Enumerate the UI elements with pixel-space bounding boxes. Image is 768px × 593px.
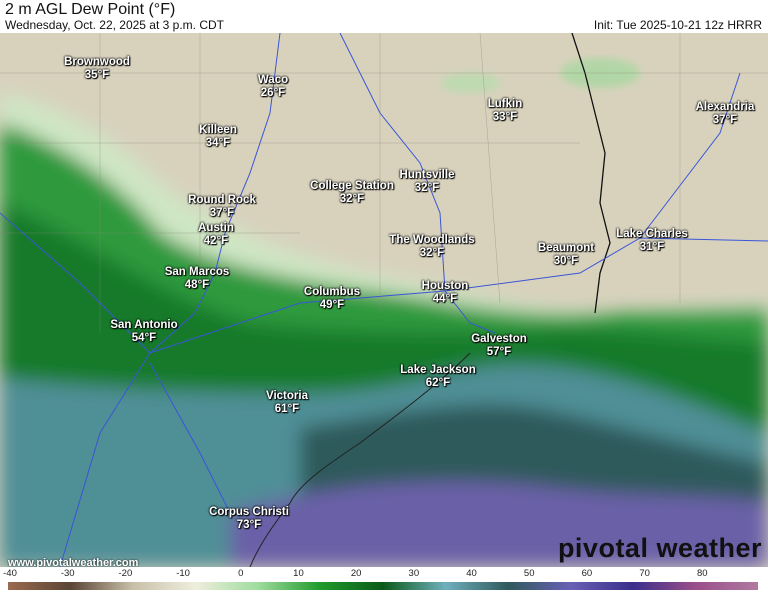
city-label-waco: Waco 26°F xyxy=(257,74,289,99)
city-label-lufkin: Lufkin 33°F xyxy=(487,98,523,123)
colorbar-tick: 40 xyxy=(466,568,477,579)
city-label-huntsville: Huntsville 32°F xyxy=(399,169,455,194)
city-label-victoria: Victoria 61°F xyxy=(266,390,308,415)
colorbar-tick: 50 xyxy=(523,568,535,579)
map-title: 2 m AGL Dew Point (°F) xyxy=(5,1,176,18)
colorbar-tick: 60 xyxy=(581,568,593,579)
city-label-san-antonio: San Antonio 54°F xyxy=(110,319,178,344)
header: 2 m AGL Dew Point (°F) Wednesday, Oct. 2… xyxy=(0,0,768,33)
init-time: Init: Tue 2025-10-21 12z HRRR xyxy=(593,18,762,32)
colorbar-tick: 20 xyxy=(350,568,362,579)
colorbar-tick: 70 xyxy=(639,568,650,579)
city-label-beaumont: Beaumont 30°F xyxy=(537,242,595,267)
colorbar-tick: -20 xyxy=(118,568,133,579)
colorbar-tick: 0 xyxy=(238,568,244,579)
city-label-lake-jackson: Lake Jackson 62°F xyxy=(400,364,476,389)
city-label-lake-charles: Lake Charles 31°F xyxy=(616,228,688,253)
city-label-houston: Houston 44°F xyxy=(421,280,469,305)
colorbar-tick: 30 xyxy=(408,568,420,579)
city-label-san-marcos: San Marcos 48°F xyxy=(164,266,230,291)
city-label-austin: Austin 42°F xyxy=(198,222,234,247)
colorbar: -40 -30 -20 -10 0 10 20 30 40 50 60 70 80 xyxy=(0,567,768,593)
colorbar-tick: 80 xyxy=(697,568,708,579)
pivotal-weather-logo: pivotal weather xyxy=(557,533,762,563)
colorbar-tick: -40 xyxy=(3,568,17,579)
coastline xyxy=(249,352,471,567)
website-url: www.pivotalweather.com xyxy=(8,557,139,569)
colorbar-tick: 10 xyxy=(293,568,304,579)
dew-point-map xyxy=(0,33,768,567)
colorbar-tick: -30 xyxy=(60,568,75,579)
city-label-the-woodlands: The Woodlands 32°F xyxy=(389,234,475,259)
state-border xyxy=(571,33,611,314)
city-label-college-station: College Station 32°F xyxy=(310,180,394,205)
city-label-killeen: Killeen 34°F xyxy=(199,124,237,149)
colorbar-gradient xyxy=(8,582,758,590)
dark-teal-region xyxy=(300,404,768,503)
city-label-brownwood: Brownwood 35°F xyxy=(64,56,130,81)
city-label-round-rock: Round Rock 37°F xyxy=(188,194,256,219)
valid-time: Wednesday, Oct. 22, 2025 at 3 p.m. CDT xyxy=(5,18,224,32)
city-label-galveston: Galveston 57°F xyxy=(471,333,527,358)
city-label-alexandria: Alexandria 37°F xyxy=(695,101,755,126)
county-lines xyxy=(0,33,768,333)
city-label-columbus: Columbus 49°F xyxy=(303,286,361,311)
purple-region xyxy=(230,481,768,567)
highways xyxy=(0,33,768,567)
colorbar-tick: -10 xyxy=(176,568,190,579)
city-label-corpus-christi: Corpus Christi 73°F xyxy=(209,506,289,531)
